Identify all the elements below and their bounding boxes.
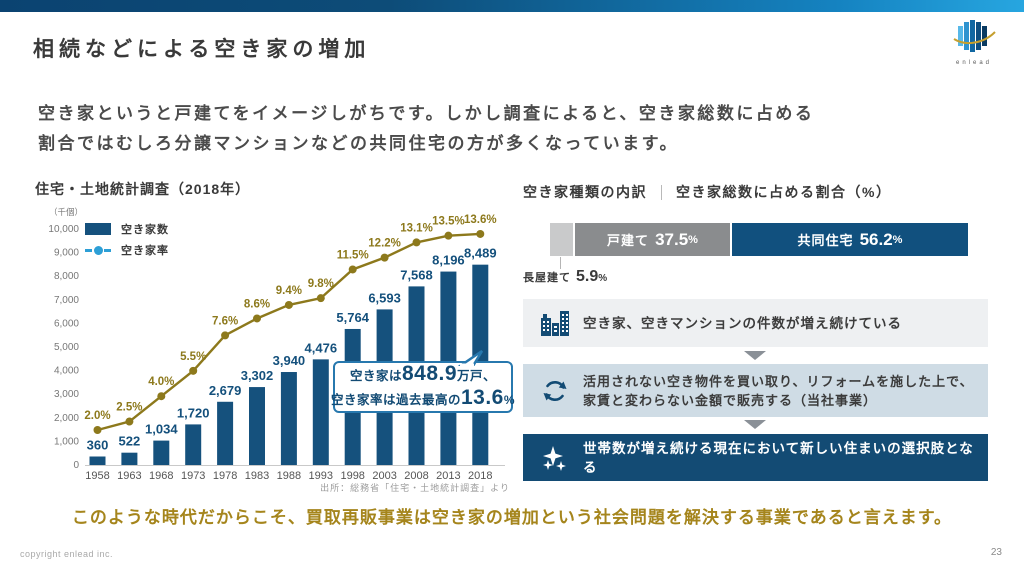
svg-text:360: 360 <box>87 438 109 453</box>
svg-text:12.2%: 12.2% <box>368 238 401 250</box>
bar-series-label: 空き家数 <box>121 223 169 236</box>
intro-line-2: 割合ではむしろ分譲マンションなどの共同住宅の方が多くなっています。 <box>38 134 679 153</box>
svg-text:9.8%: 9.8% <box>308 278 334 290</box>
breakdown-header-right: 空き家総数に占める割合（%） <box>676 184 892 200</box>
svg-text:6,000: 6,000 <box>54 318 79 329</box>
svg-text:8,196: 8,196 <box>432 253 465 268</box>
svg-text:2008: 2008 <box>404 470 428 482</box>
svg-text:1,034: 1,034 <box>145 422 178 437</box>
company-logo: enlead <box>946 18 1002 66</box>
chart-callout: 空き家は848.9万戸、 空き家率は過去最高の13.6% <box>330 349 516 413</box>
svg-text:2013: 2013 <box>436 470 460 482</box>
legend-item-line: 空き家率 <box>85 241 169 258</box>
svg-text:8,489: 8,489 <box>464 246 497 261</box>
svg-text:1973: 1973 <box>181 470 205 482</box>
svg-text:1963: 1963 <box>117 470 141 482</box>
logo-wordmark: enlead <box>955 60 993 66</box>
footer-copyright: copyright enlead inc. <box>20 549 114 559</box>
svg-text:8,000: 8,000 <box>54 271 79 282</box>
svg-text:1978: 1978 <box>213 470 237 482</box>
svg-text:2003: 2003 <box>372 470 396 482</box>
recycle-icon <box>540 377 570 405</box>
chart-source: 出所：総務省「住宅・土地統計調査」より <box>320 483 510 493</box>
svg-text:2,679: 2,679 <box>209 383 242 398</box>
svg-text:10,000: 10,000 <box>48 224 79 235</box>
svg-text:2.0%: 2.0% <box>84 410 110 422</box>
breakdown-header-left: 空き家種類の内訳 <box>523 184 647 200</box>
svg-text:5,000: 5,000 <box>54 342 79 353</box>
arrow-down-icon <box>744 420 766 429</box>
bar-series-swatch <box>85 222 111 235</box>
arrow-down-icon <box>744 351 766 360</box>
vacancy-chart: 0 1,000 2,000 3,000 4,000 5,000 6,000 7,000 8,00… <box>35 200 511 492</box>
svg-text:3,000: 3,000 <box>54 389 79 400</box>
svg-text:9.4%: 9.4% <box>276 285 302 297</box>
svg-text:8.6%: 8.6% <box>244 298 270 310</box>
chart-title: 住宅・土地統計調査（2018年） <box>35 181 251 197</box>
flow-step-1: 空き家、空きマンションの件数が増え続けている <box>523 299 988 347</box>
svg-text:1968: 1968 <box>149 470 173 482</box>
svg-text:1,720: 1,720 <box>177 405 210 420</box>
svg-text:9,000: 9,000 <box>54 248 79 259</box>
chart-legend: 空き家数 空き家率 <box>85 220 169 262</box>
flow-step-2: 活用されない空き物件を買い取り、リフォームを施した上で、 家賃と変わらない金額で… <box>523 364 988 417</box>
svg-text:1983: 1983 <box>245 470 269 482</box>
svg-text:1988: 1988 <box>277 470 301 482</box>
vacancy-type-stacked-bar: 戸建て 37.5% 共同住宅 56.2% <box>550 223 968 256</box>
header-divider <box>661 184 662 200</box>
buildings-icon <box>540 310 570 336</box>
svg-text:1,000: 1,000 <box>54 436 79 447</box>
svg-text:2018: 2018 <box>468 470 492 482</box>
callout-line-1: 空き家は848.9万戸、 <box>349 362 497 385</box>
svg-text:5.5%: 5.5% <box>180 351 206 363</box>
svg-text:1958: 1958 <box>85 470 109 482</box>
flow-step-3-text: 世帯数が増え続ける現在において新しい住まいの選択肢となる <box>583 440 974 475</box>
flow-step-2-text: 活用されない空き物件を買い取り、リフォームを施した上で、 家賃と変わらない金額で… <box>583 373 974 408</box>
svg-text:0: 0 <box>73 460 79 471</box>
intro-text: 空き家というと戸建てをイメージしがちです。しかし調査によると、空き家総数に占める… <box>38 99 988 159</box>
svg-text:2,000: 2,000 <box>54 413 79 424</box>
nagaya-pointer-line <box>560 257 561 269</box>
svg-text:522: 522 <box>119 434 141 449</box>
svg-text:11.5%: 11.5% <box>337 249 369 261</box>
nagaya-label: 長屋建て 5.9% <box>523 268 608 285</box>
svg-text:13.1%: 13.1% <box>400 222 433 234</box>
segment-nagaya <box>550 223 573 256</box>
flow-step-3: 世帯数が増え続ける現在において新しい住まいの選択肢となる <box>523 434 988 481</box>
page-title: 相続などによる空き家の増加 <box>33 38 371 61</box>
svg-text:1993: 1993 <box>309 470 333 482</box>
conclusion-text: このような時代だからこそ、買取再販事業は空き家の増加という社会問題を解決する事業… <box>71 508 953 527</box>
legend-item-bars: 空き家数 <box>85 220 169 237</box>
svg-text:13.6%: 13.6% <box>464 214 497 226</box>
svg-text:3,302: 3,302 <box>241 368 274 383</box>
segment-kodate: 戸建て 37.5% <box>575 223 730 256</box>
enlead-logo-icon <box>951 20 997 58</box>
svg-text:6,593: 6,593 <box>368 290 401 305</box>
callout-line-2: 空き家率は過去最高の13.6% <box>330 386 516 409</box>
page-number: 23 <box>990 547 1002 558</box>
svg-text:4,476: 4,476 <box>305 340 338 355</box>
svg-text:1998: 1998 <box>340 470 364 482</box>
sparkles-icon <box>540 445 570 471</box>
callout-tail <box>457 349 484 366</box>
svg-text:7.6%: 7.6% <box>212 315 238 327</box>
svg-text:7,568: 7,568 <box>400 267 433 282</box>
top-accent-bar <box>0 0 1024 12</box>
svg-text:4.0%: 4.0% <box>148 376 174 388</box>
line-series-swatch <box>85 244 111 256</box>
svg-text:5,764: 5,764 <box>336 310 369 325</box>
intro-line-1: 空き家というと戸建てをイメージしがちです。しかし調査によると、空き家総数に占める <box>38 104 815 123</box>
svg-text:7,000: 7,000 <box>54 295 79 306</box>
svg-text:4,000: 4,000 <box>54 366 79 377</box>
svg-text:2.5%: 2.5% <box>116 402 142 414</box>
segment-kyodo: 共同住宅 56.2% <box>732 223 968 256</box>
line-series-label: 空き家率 <box>121 244 169 257</box>
flow-step-1-text: 空き家、空きマンションの件数が増え続けている <box>583 315 902 331</box>
svg-text:13.5%: 13.5% <box>432 216 465 228</box>
svg-text:（千個）: （千個） <box>49 207 83 217</box>
breakdown-header: 空き家種類の内訳 空き家総数に占める割合（%） <box>523 182 891 202</box>
svg-text:3,940: 3,940 <box>273 353 306 368</box>
